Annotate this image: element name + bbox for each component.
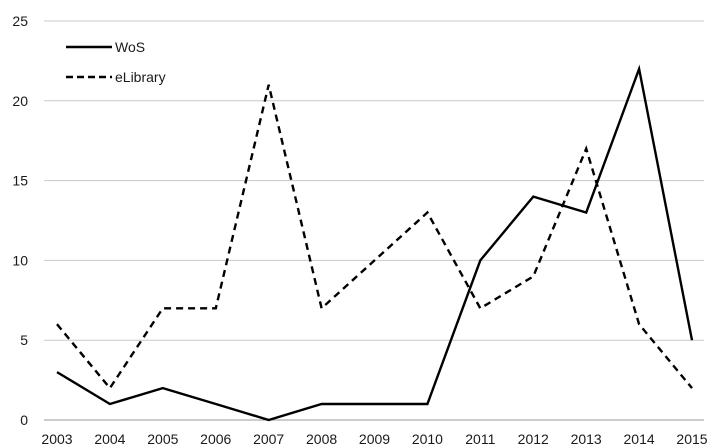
x-tick-label: 2015 bbox=[676, 431, 707, 447]
x-tick-label: 2013 bbox=[571, 431, 602, 447]
legend: WoS eLibrary bbox=[66, 39, 166, 85]
x-tick-label: 2003 bbox=[41, 431, 72, 447]
y-tick-label: 25 bbox=[12, 13, 28, 29]
series-line-wos bbox=[56, 64, 694, 422]
series-line-elibrary bbox=[56, 84, 693, 391]
legend-label: eLibrary bbox=[115, 69, 166, 85]
y-tick-label: 5 bbox=[20, 332, 28, 348]
x-tick-label: 2012 bbox=[518, 431, 549, 447]
legend-label: WoS bbox=[115, 39, 145, 55]
x-axis: 2003 2004 2005 2006 2007 2008 2009 2010 2011 2012… bbox=[41, 431, 707, 447]
x-tick-label: 2005 bbox=[147, 431, 178, 447]
y-tick-label: 0 bbox=[20, 412, 28, 428]
x-tick-label: 2007 bbox=[253, 431, 284, 447]
series-lines bbox=[56, 64, 694, 422]
x-tick-label: 2006 bbox=[200, 431, 231, 447]
x-tick-label: 2010 bbox=[412, 431, 443, 447]
x-tick-label: 2011 bbox=[465, 431, 495, 447]
x-tick-label: 2004 bbox=[94, 431, 125, 447]
y-tick-label: 15 bbox=[12, 173, 28, 189]
x-tick-label: 2009 bbox=[359, 431, 390, 447]
y-axis: 0 5 10 15 20 25 bbox=[12, 13, 28, 428]
y-tick-label: 10 bbox=[12, 252, 28, 268]
x-tick-label: 2008 bbox=[306, 431, 337, 447]
y-tick-label: 20 bbox=[12, 93, 28, 109]
x-tick-label: 2014 bbox=[624, 431, 655, 447]
